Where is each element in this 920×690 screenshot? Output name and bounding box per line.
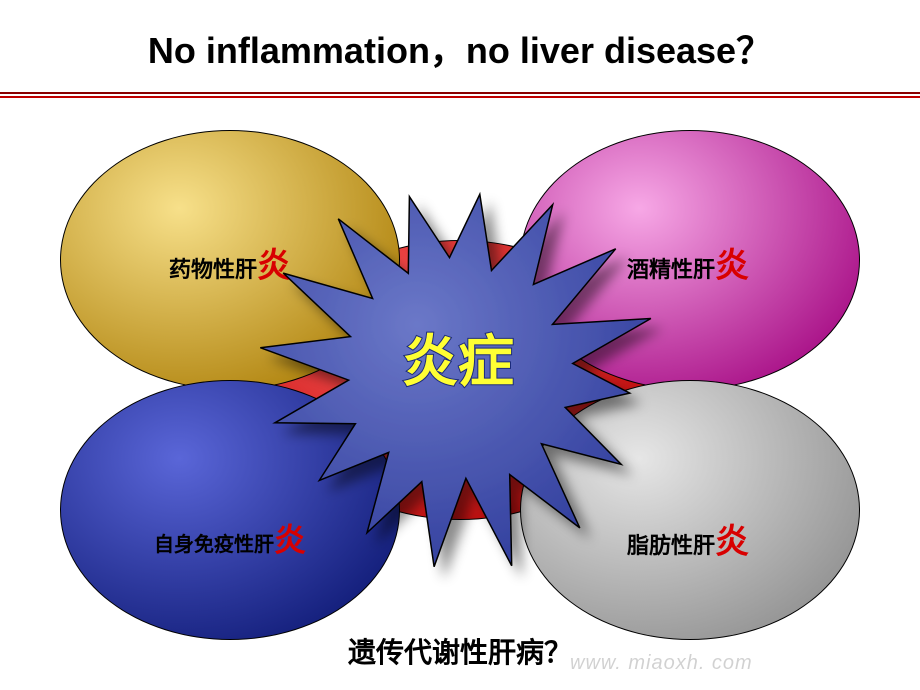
divider-line-2 <box>0 96 920 98</box>
starburst-label: 炎症 <box>240 317 676 398</box>
label-alcohol-suffix: 炎 <box>715 247 749 285</box>
divider-line-1 <box>0 92 920 94</box>
starburst-text: 炎症 <box>402 330 514 393</box>
label-fatty-suffix: 炎 <box>715 523 749 561</box>
watermark: www. miaoxh. com <box>570 652 870 675</box>
page-title: No inflammation，no liver disease？ <box>0 22 920 74</box>
starburst: 炎症 <box>240 154 676 590</box>
slide: { "layout":{"width":920,"height":690,"ba… <box>0 0 920 690</box>
title-divider <box>0 92 920 98</box>
